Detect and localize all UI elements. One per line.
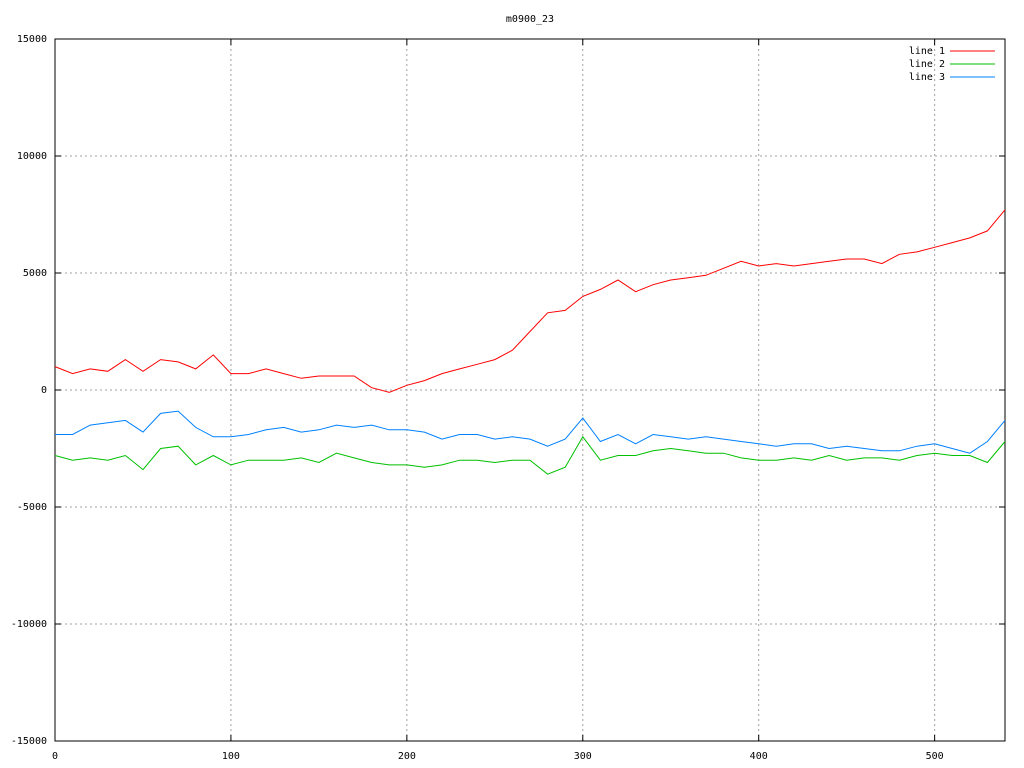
- data-line: [54, 209, 1006, 393]
- x-tick-label: 100: [222, 751, 240, 762]
- legend-label: line 1: [909, 46, 945, 57]
- y-tick-label: -5000: [17, 502, 47, 513]
- x-tick-label: 200: [398, 751, 416, 762]
- legend-label: line 2: [909, 59, 945, 70]
- y-tick-label: 0: [41, 385, 47, 396]
- y-tick-label: -15000: [11, 736, 47, 747]
- y-tick-label: 10000: [17, 151, 47, 162]
- x-tick-label: 0: [52, 751, 58, 762]
- data-line: [55, 410, 1006, 454]
- data-line: [54, 435, 1006, 475]
- x-tick-label: 500: [926, 751, 944, 762]
- y-tick-label: 15000: [17, 34, 47, 45]
- y-tick-label: 5000: [23, 268, 47, 279]
- plot-frame: [54, 38, 1006, 742]
- x-tick-label: 300: [574, 751, 592, 762]
- legend-label: line 3: [909, 72, 945, 83]
- y-tick-label: -10000: [11, 619, 47, 630]
- x-tick-label: 400: [750, 751, 768, 762]
- chart-title: m0900_23: [506, 14, 554, 25]
